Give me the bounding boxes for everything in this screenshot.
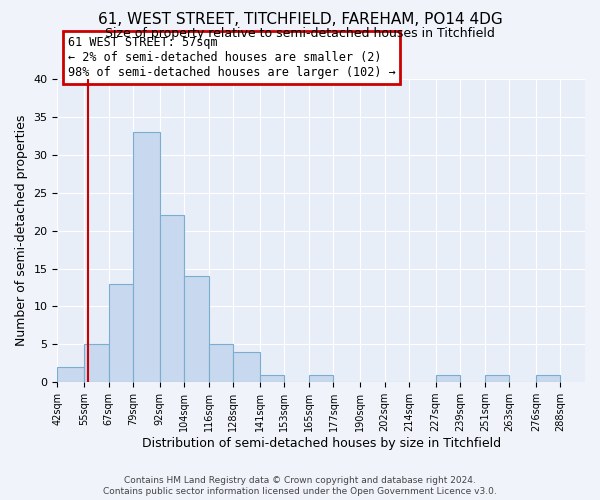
Bar — [84, 344, 109, 382]
Text: Contains HM Land Registry data © Crown copyright and database right 2024.: Contains HM Land Registry data © Crown c… — [124, 476, 476, 485]
Bar — [184, 276, 209, 382]
Bar — [109, 284, 133, 382]
Bar — [209, 344, 233, 382]
Text: 61, WEST STREET, TITCHFIELD, FAREHAM, PO14 4DG: 61, WEST STREET, TITCHFIELD, FAREHAM, PO… — [98, 12, 502, 28]
Bar — [485, 374, 509, 382]
Bar — [58, 367, 84, 382]
Bar — [309, 374, 334, 382]
Bar — [260, 374, 284, 382]
Y-axis label: Number of semi-detached properties: Number of semi-detached properties — [15, 115, 28, 346]
Bar — [160, 216, 184, 382]
Bar — [133, 132, 160, 382]
Bar — [436, 374, 460, 382]
Bar — [536, 374, 560, 382]
Text: Size of property relative to semi-detached houses in Titchfield: Size of property relative to semi-detach… — [105, 28, 495, 40]
Text: 61 WEST STREET: 57sqm
← 2% of semi-detached houses are smaller (2)
98% of semi-d: 61 WEST STREET: 57sqm ← 2% of semi-detac… — [68, 36, 396, 79]
Bar — [233, 352, 260, 382]
X-axis label: Distribution of semi-detached houses by size in Titchfield: Distribution of semi-detached houses by … — [142, 437, 501, 450]
Text: Contains public sector information licensed under the Open Government Licence v3: Contains public sector information licen… — [103, 487, 497, 496]
